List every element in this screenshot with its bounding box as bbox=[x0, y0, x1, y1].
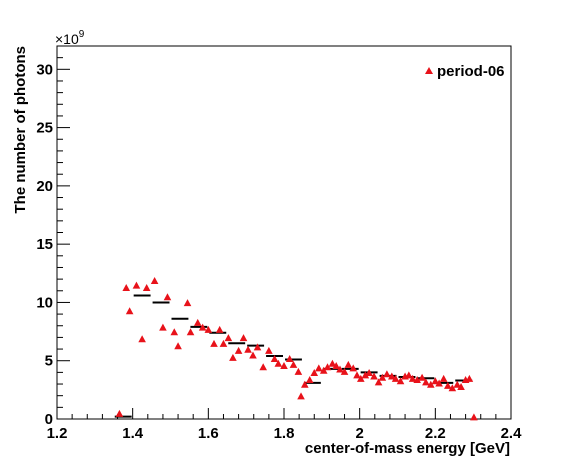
data-point bbox=[224, 334, 233, 342]
x-tick-label: 2.2 bbox=[425, 425, 446, 442]
x-tick-label: 2.4 bbox=[501, 425, 523, 442]
legend-marker-triangle bbox=[425, 67, 433, 74]
data-point bbox=[253, 343, 262, 351]
data-point bbox=[340, 367, 349, 375]
plot-frame bbox=[56, 45, 512, 420]
x-tick-label: 1.4 bbox=[122, 425, 144, 442]
data-point bbox=[159, 323, 167, 331]
data-point bbox=[323, 363, 332, 371]
period-06-series bbox=[115, 276, 478, 421]
data-point bbox=[122, 283, 131, 291]
data-point bbox=[301, 380, 309, 388]
x-tick-label: 2 bbox=[355, 425, 363, 442]
data-point bbox=[259, 363, 267, 371]
data-point bbox=[204, 325, 213, 333]
y-tick-label: 30 bbox=[36, 61, 53, 78]
data-point bbox=[186, 328, 195, 336]
data-point bbox=[439, 374, 448, 382]
data-point bbox=[193, 318, 202, 326]
data-point bbox=[125, 307, 134, 315]
data-point bbox=[294, 367, 303, 375]
y-tick-label: 5 bbox=[45, 353, 53, 370]
data-point bbox=[305, 376, 314, 384]
x-axis: 1.2 1.4 1.6 1.8 2 2.2 2.4 bbox=[47, 408, 523, 442]
data-point bbox=[142, 283, 151, 291]
data-point bbox=[396, 377, 405, 385]
data-point bbox=[357, 374, 365, 382]
data-point bbox=[215, 325, 224, 333]
y-tick-label: 25 bbox=[36, 120, 53, 137]
data-point bbox=[413, 376, 421, 384]
data-point bbox=[388, 372, 396, 380]
x-tick-label: 1.6 bbox=[198, 425, 219, 442]
data-point bbox=[422, 378, 430, 386]
data-point bbox=[361, 371, 370, 379]
data-point bbox=[170, 328, 179, 336]
data-point bbox=[457, 383, 465, 391]
data-point bbox=[289, 360, 298, 368]
data-point bbox=[297, 392, 305, 400]
data-point bbox=[174, 342, 182, 350]
legend: period-06 bbox=[425, 63, 505, 80]
data-point bbox=[378, 373, 387, 381]
data-point bbox=[453, 380, 462, 388]
data-point bbox=[365, 369, 373, 377]
data-point bbox=[426, 380, 435, 388]
data-point bbox=[465, 374, 474, 382]
data-point bbox=[244, 345, 252, 353]
data-point bbox=[210, 339, 218, 347]
data-point bbox=[229, 353, 237, 361]
data-point bbox=[310, 369, 319, 377]
data-point bbox=[163, 293, 172, 301]
data-point bbox=[353, 371, 361, 379]
data-point bbox=[344, 360, 353, 368]
data-point bbox=[435, 379, 443, 387]
data-point bbox=[198, 323, 207, 331]
data-point bbox=[418, 373, 426, 381]
data-point bbox=[280, 362, 288, 370]
x-tick-label: 1.8 bbox=[274, 425, 295, 442]
data-point bbox=[370, 372, 378, 380]
data-point bbox=[234, 346, 243, 354]
data-point bbox=[405, 371, 413, 379]
data-point bbox=[285, 355, 294, 363]
data-point bbox=[265, 346, 273, 354]
legend-label: period-06 bbox=[437, 63, 505, 80]
y-tick-label: 15 bbox=[36, 236, 53, 253]
data-point bbox=[408, 374, 417, 382]
data-point bbox=[332, 362, 341, 370]
data-point bbox=[431, 377, 440, 385]
data-point bbox=[138, 335, 146, 343]
data-point bbox=[249, 351, 257, 359]
data-point bbox=[315, 364, 323, 372]
x-tick-label: 1.2 bbox=[47, 425, 68, 442]
data-point bbox=[391, 374, 400, 382]
x-axis-title: center-of-mass energy [GeV] bbox=[305, 440, 510, 457]
data-point bbox=[328, 359, 337, 367]
data-point bbox=[270, 355, 279, 363]
y-axis-title: The number of photons bbox=[12, 46, 29, 213]
y-tick-label: 20 bbox=[36, 178, 53, 195]
data-point bbox=[349, 364, 358, 372]
data-point bbox=[383, 370, 391, 378]
data-point bbox=[132, 281, 141, 289]
y-multiplier-label: ×109 bbox=[55, 29, 85, 47]
data-point bbox=[274, 359, 283, 367]
y-axis: 0 5 10 15 20 25 30 bbox=[36, 45, 70, 428]
y-tick-label: 10 bbox=[36, 294, 53, 311]
data-point bbox=[336, 365, 344, 373]
data-point bbox=[150, 276, 159, 284]
data-point bbox=[444, 381, 452, 389]
data-point bbox=[239, 334, 248, 342]
y-tick-label: 0 bbox=[45, 411, 53, 428]
data-point bbox=[470, 413, 478, 421]
data-point bbox=[115, 409, 124, 417]
data-point bbox=[374, 378, 383, 386]
data-point bbox=[448, 384, 457, 392]
data-point bbox=[183, 299, 192, 307]
data-point bbox=[219, 339, 228, 347]
